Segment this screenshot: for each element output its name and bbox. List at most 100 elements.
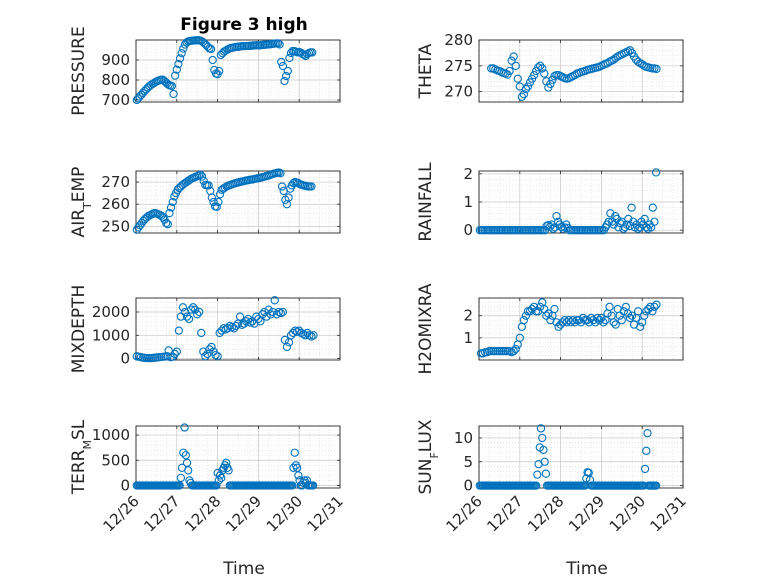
data-point xyxy=(213,352,222,361)
data-point xyxy=(214,197,223,207)
data-point xyxy=(284,193,293,202)
data-point xyxy=(651,168,661,177)
axes-box xyxy=(135,39,341,103)
data-point xyxy=(578,313,588,323)
y-tick-label: 1 xyxy=(463,193,473,211)
data-point xyxy=(521,84,531,94)
data-point xyxy=(585,318,594,327)
y-tick-label: 1000 xyxy=(92,326,130,344)
data-point xyxy=(640,464,650,474)
data-point xyxy=(201,352,210,361)
y-tick-label: 0 xyxy=(463,221,473,239)
data-point xyxy=(591,318,600,327)
data-point xyxy=(642,446,651,455)
data-point xyxy=(184,466,193,475)
data-point xyxy=(197,328,206,338)
y-axis-label: PRESSURE xyxy=(69,26,89,115)
data-point xyxy=(648,307,657,316)
data-point xyxy=(294,471,303,480)
x-axis-label-left: Time xyxy=(222,559,265,579)
panel-0: 700 800 900 PRESSURE xyxy=(69,26,341,116)
data-point xyxy=(227,322,237,332)
data-point xyxy=(180,423,189,432)
data-point xyxy=(215,66,224,76)
data-point xyxy=(214,476,223,485)
data-point xyxy=(162,218,171,228)
data-point xyxy=(290,448,299,457)
data-point xyxy=(552,211,561,221)
data-point xyxy=(593,313,602,323)
y-axis-label: TERRMSL xyxy=(69,419,94,495)
y-axis-label: MIXDEPTH xyxy=(69,285,89,374)
data-point xyxy=(650,217,659,226)
data-point xyxy=(307,332,316,341)
data-point xyxy=(505,66,514,76)
data-point xyxy=(609,318,618,327)
data-point xyxy=(207,342,216,352)
y-axis-label: THETA xyxy=(416,43,436,99)
data-point xyxy=(308,48,317,57)
data-point xyxy=(225,321,234,331)
x-tick-label: 12/29 xyxy=(565,492,608,535)
data-point xyxy=(533,470,542,479)
y-tick-label: 800 xyxy=(101,71,130,89)
data-point xyxy=(266,310,275,319)
data-point xyxy=(519,315,529,325)
data-point xyxy=(570,318,580,327)
series-markers xyxy=(487,46,661,101)
data-point xyxy=(615,311,624,320)
data-point xyxy=(539,445,548,454)
data-point xyxy=(650,302,659,312)
y-tick-label: 270 xyxy=(101,173,130,191)
data-point xyxy=(254,314,263,324)
y-tick-label: 280 xyxy=(444,31,473,49)
y-tick-label: 1000 xyxy=(92,426,130,444)
data-point xyxy=(625,313,635,323)
data-point xyxy=(212,202,221,212)
data-point xyxy=(305,331,314,340)
data-point xyxy=(523,82,533,91)
data-point xyxy=(178,303,188,312)
x-tick-label: 12/26 xyxy=(443,492,486,535)
data-point xyxy=(288,481,297,490)
panel-1: 270 275 280 THETA xyxy=(416,31,684,103)
data-point xyxy=(163,352,172,361)
data-point xyxy=(595,315,604,325)
series-markers xyxy=(132,36,317,105)
data-point xyxy=(525,307,535,316)
data-point xyxy=(515,333,524,343)
data-point xyxy=(208,55,217,65)
data-point xyxy=(542,311,551,320)
data-point xyxy=(568,315,577,325)
axes-box xyxy=(478,297,684,361)
data-point xyxy=(224,466,233,475)
axes-box xyxy=(135,170,341,234)
data-point xyxy=(599,318,608,327)
data-point xyxy=(165,208,174,218)
y-tick-label: 2 xyxy=(463,165,473,183)
y-tick-label: 5 xyxy=(463,453,473,471)
data-point xyxy=(509,346,518,356)
data-point xyxy=(299,329,308,339)
data-point xyxy=(617,315,626,325)
data-point xyxy=(179,44,188,53)
y-tick-label: 0 xyxy=(120,350,130,368)
data-point xyxy=(297,328,306,338)
data-point xyxy=(196,170,205,179)
data-point xyxy=(554,322,563,331)
data-point xyxy=(169,89,178,99)
data-point xyxy=(519,90,529,99)
data-point xyxy=(282,342,292,352)
data-point xyxy=(289,463,298,472)
panel-3: 0 1 2 RAINFALL xyxy=(416,162,684,242)
y-tick-label: 270 xyxy=(444,83,473,101)
data-point xyxy=(625,46,635,55)
data-point xyxy=(193,310,202,319)
data-point xyxy=(222,458,231,467)
data-point xyxy=(239,319,249,328)
data-point xyxy=(536,302,545,312)
data-point xyxy=(308,481,318,490)
data-point xyxy=(277,182,287,191)
data-point xyxy=(534,63,543,72)
